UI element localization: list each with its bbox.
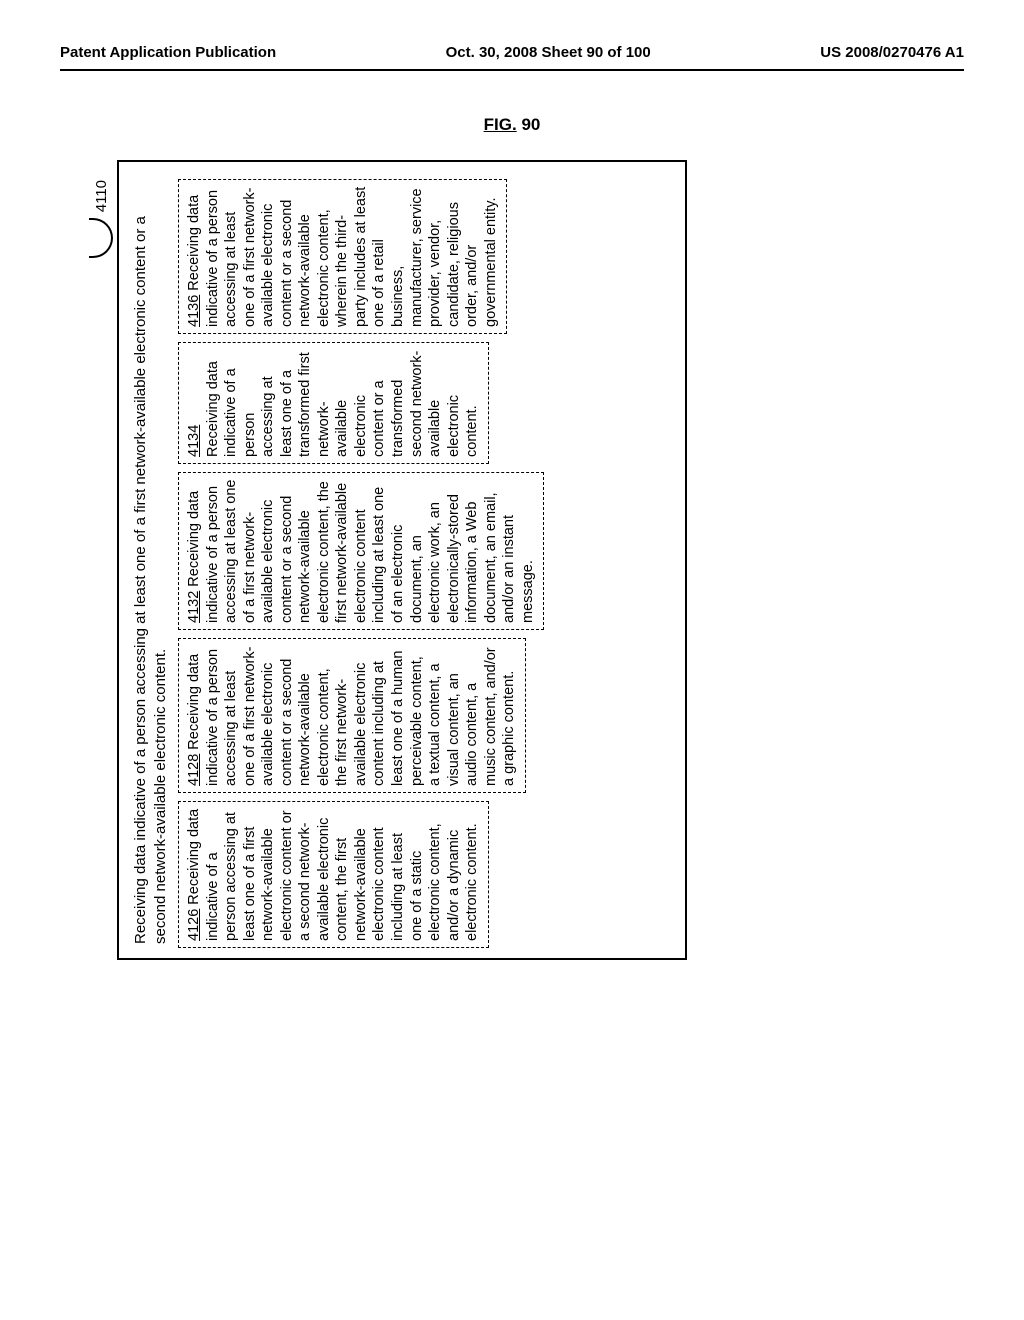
sub-step-4132: 4132 Receiving data indicative of a pers… [178, 472, 544, 630]
figure-diagram: 4110 Receiving data indicative of a pers… [117, 160, 687, 960]
sub-step-text: Receiving data indicative of a person ac… [186, 809, 480, 941]
sub-step-text: Receiving data indicative of a person ac… [186, 480, 536, 623]
sub-step-num: 4126 [186, 909, 202, 941]
sub-step-text: Receiving data indicative of a person ac… [205, 351, 481, 457]
figure-label-prefix: FIG. [484, 115, 517, 134]
header-center: Oct. 30, 2008 Sheet 90 of 100 [446, 44, 651, 61]
reference-number: 4110 [93, 180, 110, 212]
figure-label: FIG. 90 [0, 115, 1024, 135]
sub-step-num: 4136 [186, 295, 202, 327]
sub-step-text: Receiving data indicative of a person ac… [186, 647, 517, 786]
sub-step-4134: 4134 Receiving data indicative of a pers… [178, 342, 489, 464]
sub-step-text: Receiving data indicative of a person ac… [186, 187, 499, 327]
sub-step-num: 4132 [186, 591, 202, 623]
sub-step-num: 4128 [186, 754, 202, 786]
header-right: US 2008/0270476 A1 [820, 44, 964, 61]
sub-steps-row: 4126 Receiving data indicative of a pers… [178, 172, 544, 948]
reference-arc-icon [89, 218, 113, 258]
sub-step-4136: 4136 Receiving data indicative of a pers… [178, 179, 507, 334]
page-header: Patent Application Publication Oct. 30, … [0, 0, 1024, 69]
figure-label-number: 90 [521, 115, 540, 134]
outer-step-box: Receiving data indicative of a person ac… [117, 160, 687, 960]
header-left: Patent Application Publication [60, 44, 276, 61]
sub-step-4126: 4126 Receiving data indicative of a pers… [178, 801, 489, 948]
outer-step-title: Receiving data indicative of a person ac… [129, 172, 178, 948]
sub-step-num: 4134 [186, 425, 202, 457]
figure-reference: 4110 [89, 180, 113, 258]
sub-step-4128: 4128 Receiving data indicative of a pers… [178, 638, 526, 793]
header-rule [60, 69, 964, 71]
